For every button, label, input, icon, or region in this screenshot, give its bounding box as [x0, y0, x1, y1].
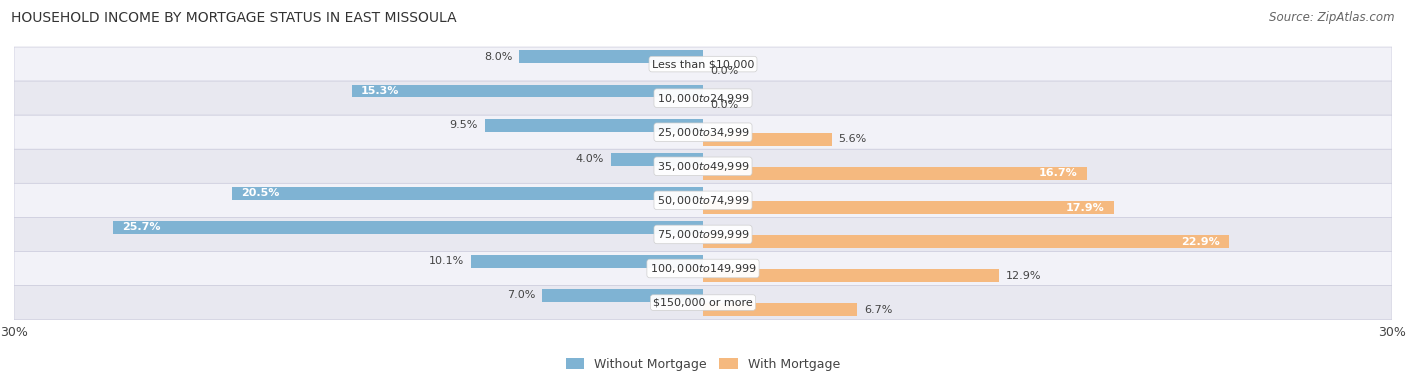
Text: 25.7%: 25.7% [122, 222, 160, 232]
Text: 9.5%: 9.5% [450, 120, 478, 130]
Bar [519, 51, 703, 64]
Bar [703, 303, 856, 316]
Text: $35,000 to $49,999: $35,000 to $49,999 [657, 160, 749, 173]
Bar [112, 221, 703, 234]
Bar [703, 201, 1114, 214]
FancyBboxPatch shape [14, 285, 1392, 319]
Legend: Without Mortgage, With Mortgage: Without Mortgage, With Mortgage [561, 353, 845, 376]
Bar [543, 289, 703, 302]
Bar [703, 235, 1229, 248]
Text: 20.5%: 20.5% [242, 188, 280, 198]
FancyBboxPatch shape [14, 217, 1392, 251]
Text: Less than $10,000: Less than $10,000 [652, 59, 754, 69]
FancyBboxPatch shape [14, 81, 1392, 115]
Text: HOUSEHOLD INCOME BY MORTGAGE STATUS IN EAST MISSOULA: HOUSEHOLD INCOME BY MORTGAGE STATUS IN E… [11, 11, 457, 25]
Text: 0.0%: 0.0% [710, 100, 738, 110]
Text: 5.6%: 5.6% [838, 135, 866, 144]
Text: 4.0%: 4.0% [576, 154, 605, 164]
Text: Source: ZipAtlas.com: Source: ZipAtlas.com [1270, 11, 1395, 24]
FancyBboxPatch shape [14, 149, 1392, 183]
Text: 7.0%: 7.0% [508, 290, 536, 301]
Text: 22.9%: 22.9% [1181, 237, 1219, 246]
Bar [352, 85, 703, 98]
FancyBboxPatch shape [14, 251, 1392, 285]
Text: $25,000 to $34,999: $25,000 to $34,999 [657, 126, 749, 139]
Text: $10,000 to $24,999: $10,000 to $24,999 [657, 91, 749, 105]
Bar [703, 167, 1087, 180]
Bar [612, 153, 703, 166]
Text: $75,000 to $99,999: $75,000 to $99,999 [657, 228, 749, 241]
Text: $150,000 or more: $150,000 or more [654, 297, 752, 308]
FancyBboxPatch shape [14, 115, 1392, 149]
Text: 16.7%: 16.7% [1039, 169, 1077, 178]
Text: $50,000 to $74,999: $50,000 to $74,999 [657, 194, 749, 207]
Text: 8.0%: 8.0% [484, 52, 512, 62]
Bar [703, 269, 1000, 282]
Bar [232, 187, 703, 200]
Bar [703, 133, 831, 146]
FancyBboxPatch shape [14, 183, 1392, 217]
Bar [485, 119, 703, 132]
Text: 6.7%: 6.7% [863, 305, 893, 315]
Text: 12.9%: 12.9% [1007, 271, 1042, 280]
FancyBboxPatch shape [14, 47, 1392, 81]
Bar [471, 255, 703, 268]
Text: 10.1%: 10.1% [429, 256, 464, 266]
Text: 0.0%: 0.0% [710, 66, 738, 76]
Text: $100,000 to $149,999: $100,000 to $149,999 [650, 262, 756, 275]
Text: 17.9%: 17.9% [1066, 203, 1105, 212]
Text: 15.3%: 15.3% [361, 86, 399, 96]
